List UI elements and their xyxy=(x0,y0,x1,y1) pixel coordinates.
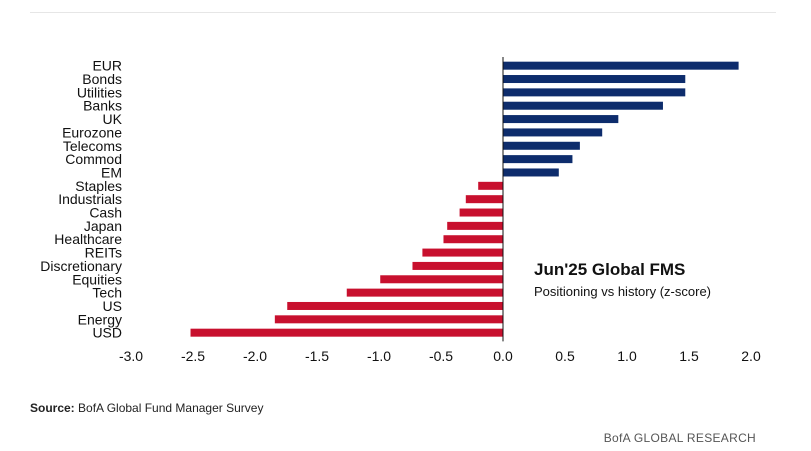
source-text: BofA Global Fund Manager Survey xyxy=(74,401,264,415)
x-tick-label: -0.5 xyxy=(429,348,453,364)
bar-equities xyxy=(380,275,503,284)
bar-healthcare xyxy=(443,235,503,244)
x-tick-label: -1.5 xyxy=(305,348,329,364)
category-label: Healthcare xyxy=(54,231,122,247)
x-tick-label: -2.0 xyxy=(243,348,267,364)
bar-uk xyxy=(503,115,619,124)
category-label: Banks xyxy=(83,98,122,114)
category-label: Bonds xyxy=(82,71,122,87)
category-label: UK xyxy=(103,111,123,127)
category-label: Telecoms xyxy=(63,138,122,154)
category-label: Energy xyxy=(78,311,122,327)
category-label: Discretionary xyxy=(40,258,122,274)
bar-japan xyxy=(447,221,503,230)
category-label: Utilities xyxy=(77,84,122,100)
category-label: USD xyxy=(92,325,122,341)
bar-staples xyxy=(478,181,503,190)
category-label: Commod xyxy=(65,151,122,167)
chart-title: Jun'25 Global FMS xyxy=(534,260,685,279)
brand-footer: BofA GLOBAL RESEARCH xyxy=(603,431,756,445)
chart-subtitle: Positioning vs history (z-score) xyxy=(534,284,711,299)
x-tick-label: 2.0 xyxy=(741,348,761,364)
x-tick-label: 1.5 xyxy=(679,348,699,364)
category-label: Cash xyxy=(89,205,122,221)
bar-tech xyxy=(346,288,503,297)
category-label: Tech xyxy=(92,285,122,301)
category-label: Staples xyxy=(75,178,122,194)
category-label: Equities xyxy=(72,271,122,287)
bar-banks xyxy=(503,101,663,110)
x-tick-labels: -3.0 -2.5 -2.0 -1.5 -1.0 -0.5 0.0 0.5 1.0 1.5 2.0 xyxy=(119,348,761,364)
category-label: EUR xyxy=(92,58,122,74)
category-label: REITs xyxy=(85,245,122,261)
bar-commod xyxy=(503,155,573,164)
x-tick-label: -3.0 xyxy=(119,348,143,364)
bar-us xyxy=(287,301,503,310)
x-tick-label: -1.0 xyxy=(367,348,391,364)
bar-bonds xyxy=(503,75,686,84)
x-tick-label: -2.5 xyxy=(181,348,205,364)
bar-eurozone xyxy=(503,128,603,137)
bar-usd xyxy=(190,328,503,337)
category-label: Eurozone xyxy=(62,124,122,140)
category-label: EM xyxy=(101,164,122,180)
category-labels: EURBondsUtilitiesBanksUKEurozoneTelecoms… xyxy=(40,58,122,341)
bar-em xyxy=(503,168,559,177)
source-label: Source: xyxy=(30,401,75,415)
bar-telecoms xyxy=(503,141,580,150)
x-tick-label: 0.0 xyxy=(493,348,513,364)
top-divider xyxy=(30,12,776,13)
category-label: US xyxy=(103,298,122,314)
category-label: Japan xyxy=(84,218,122,234)
source-note: Source: BofA Global Fund Manager Survey xyxy=(30,401,263,415)
category-label: Industrials xyxy=(58,191,122,207)
bars-group xyxy=(190,61,739,337)
x-tick-label: 0.5 xyxy=(555,348,575,364)
bar-reits xyxy=(422,248,503,257)
bar-eur xyxy=(503,61,739,70)
bar-discretionary xyxy=(412,261,503,270)
bar-industrials xyxy=(465,195,503,204)
bar-energy xyxy=(274,315,503,324)
x-tick-label: 1.0 xyxy=(617,348,637,364)
bar-utilities xyxy=(503,88,686,97)
bar-chart: EURBondsUtilitiesBanksUKEurozoneTelecoms… xyxy=(40,57,761,364)
bar-cash xyxy=(459,208,503,217)
